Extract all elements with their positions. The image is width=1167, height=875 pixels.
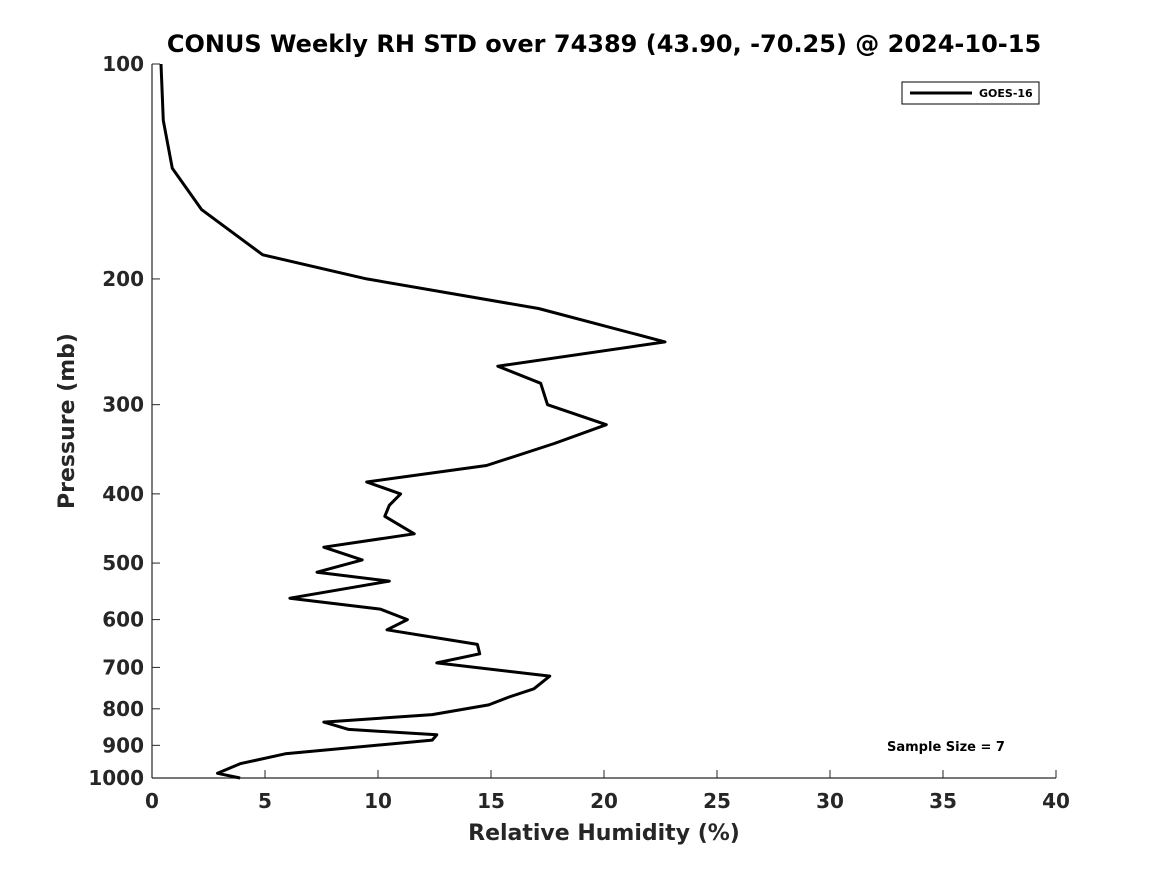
x-tick-label: 25 [703,789,731,813]
y-tick-label: 100 [102,52,144,76]
x-axis-label: Relative Humidity (%) [468,821,740,846]
legend-label-goes-16: GOES-16 [979,87,1033,100]
x-tick-label: 20 [590,789,618,813]
x-tick-label: 10 [364,789,392,813]
y-ticks: 100 200 300 400 500 600 700 800 900 1000 [88,52,160,790]
y-tick-label: 700 [102,655,144,679]
x-tick-label: 0 [145,789,159,813]
series-group [159,63,667,780]
sample-size-annotation: Sample Size = 7 [887,740,1005,755]
y-tick-label: 600 [102,608,144,632]
y-tick-label: 1000 [88,766,144,790]
legend: GOES-16 [901,81,1040,105]
y-tick-label: 900 [102,733,144,757]
x-ticks: 0 5 10 15 20 25 30 35 40 [145,770,1070,813]
x-tick-label: 40 [1042,789,1070,813]
chart-title: CONUS Weekly RH STD over 74389 (43.90, -… [167,30,1041,58]
y-tick-label: 400 [102,482,144,506]
y-tick-label: 200 [102,267,144,291]
x-tick-label: 35 [929,789,957,813]
y-tick-label: 300 [102,393,144,417]
x-tick-label: 30 [816,789,844,813]
y-axis-label: Pressure (mb) [55,333,80,509]
axes [151,64,1056,779]
x-tick-label: 5 [258,789,272,813]
y-tick-label: 800 [102,697,144,721]
x-tick-label: 15 [477,789,505,813]
y-tick-label: 500 [102,551,144,575]
series-line-goes-16 [159,63,667,780]
